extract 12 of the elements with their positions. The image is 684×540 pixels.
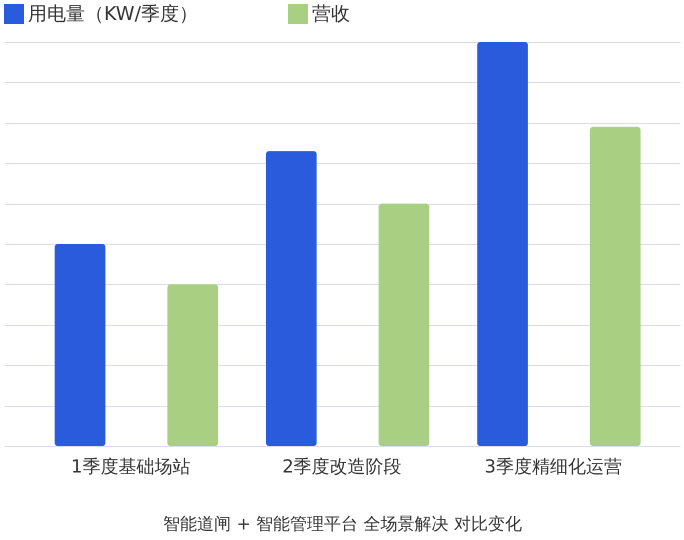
bar [167,284,218,446]
legend-label: 营收 [312,3,350,25]
bar [378,204,430,446]
bar [54,244,106,446]
legend-label: 用电量（KW/季度） [28,3,198,25]
x-tick-label: 1季度基础场站 [71,456,190,478]
bar [266,151,317,446]
bar [477,42,528,446]
x-axis-title: 智能道闸 + 智能管理平台 全场景解决 对比变化 [163,514,522,534]
x-tick-label: 3季度精细化运营 [484,456,622,478]
x-tick-label: 2季度改造阶段 [282,456,402,478]
bar [590,126,641,446]
